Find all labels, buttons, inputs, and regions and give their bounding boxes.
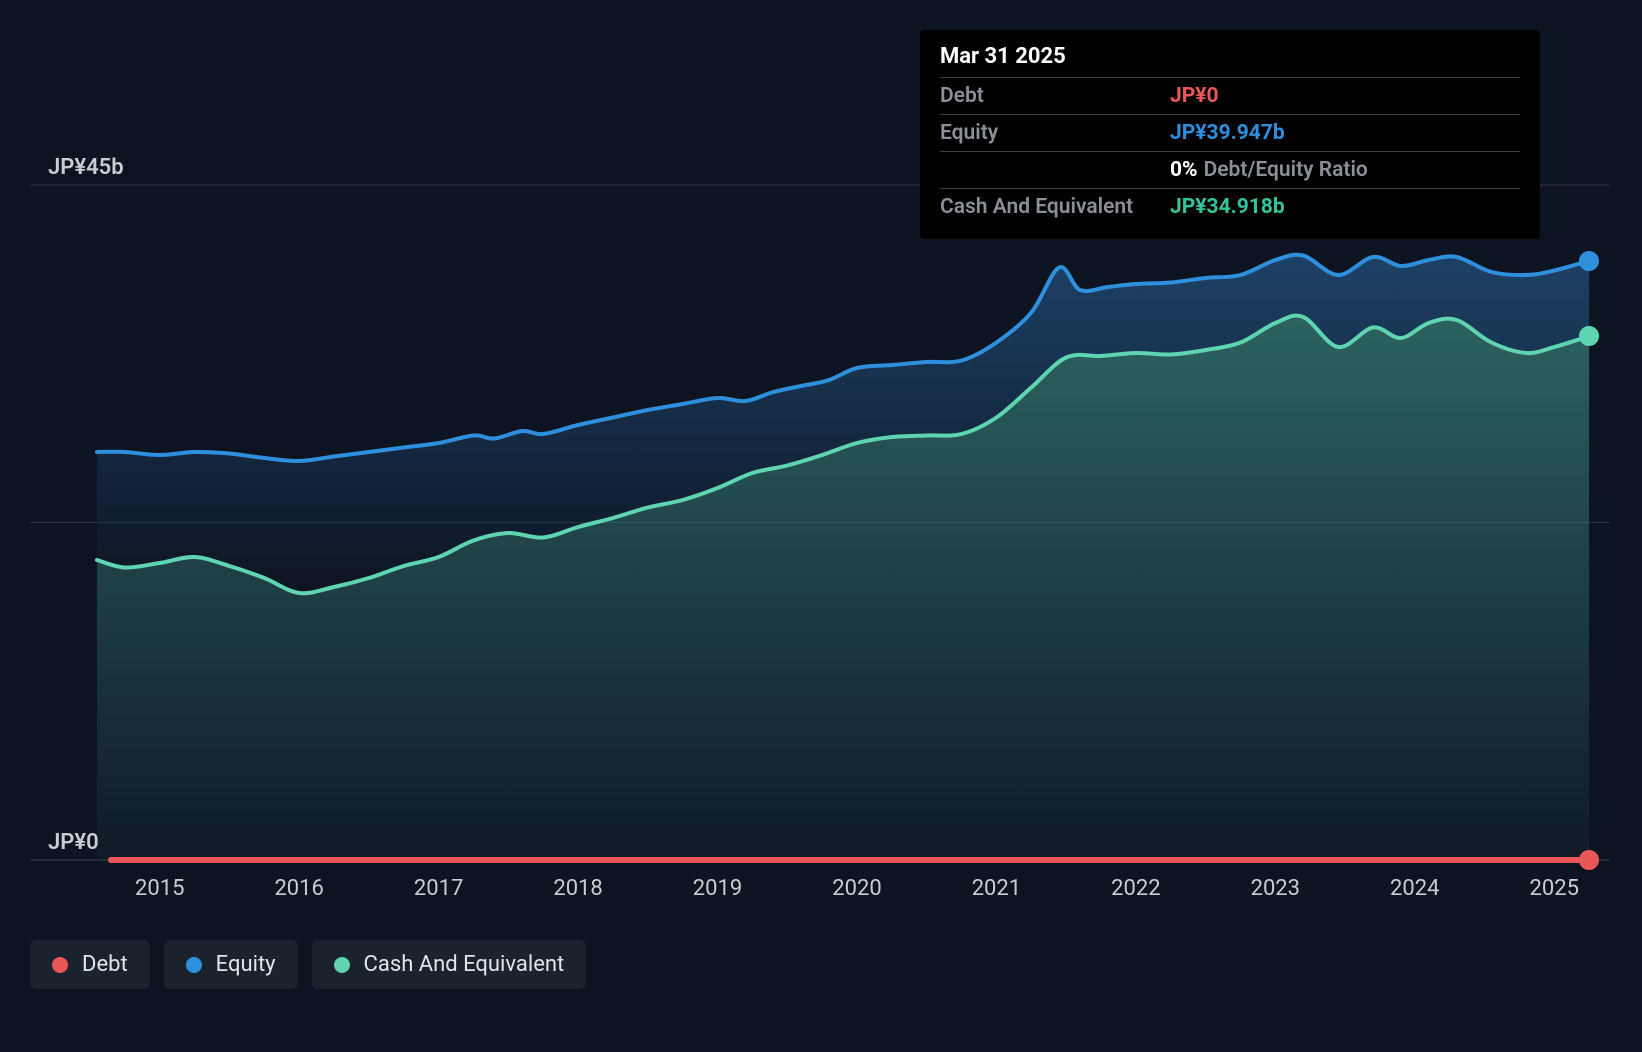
tooltip-row: Cash And EquivalentJP¥34.918b	[940, 188, 1520, 225]
x-axis-label: 2023	[1251, 876, 1300, 901]
legend-item[interactable]: Cash And Equivalent	[312, 940, 587, 989]
tooltip-row-value: JP¥0	[1170, 84, 1219, 108]
chart-legend: Debt Equity Cash And Equivalent	[30, 940, 586, 989]
tooltip-row-value: JP¥39.947b	[1170, 121, 1285, 145]
legend-item-label: Equity	[216, 952, 276, 977]
legend-item-label: Cash And Equivalent	[364, 952, 565, 977]
x-axis-label: 2021	[972, 876, 1021, 901]
tooltip-row: DebtJP¥0	[940, 77, 1520, 114]
x-axis-label: 2018	[553, 876, 602, 901]
x-axis-label: 2020	[832, 876, 881, 901]
tooltip-row-label: Debt	[940, 84, 1170, 108]
x-axis-label: 2017	[414, 876, 463, 901]
x-axis-label: 2025	[1529, 876, 1578, 901]
tooltip-row-value: 0%	[1170, 158, 1198, 182]
tooltip-date: Mar 31 2025	[940, 44, 1520, 77]
legend-dot-icon	[186, 957, 202, 973]
x-axis-label: 2019	[693, 876, 742, 901]
tooltip-row-label: Cash And Equivalent	[940, 195, 1170, 219]
x-axis-label: 2022	[1111, 876, 1160, 901]
legend-item-label: Debt	[82, 952, 128, 977]
series-end-marker	[1579, 251, 1599, 271]
x-axis-label: 2016	[274, 876, 323, 901]
legend-item[interactable]: Debt	[30, 940, 150, 989]
y-axis-label: JP¥45b	[48, 155, 124, 180]
y-axis-label: JP¥0	[48, 830, 99, 855]
tooltip-row-extra: Debt/Equity Ratio	[1204, 158, 1368, 182]
x-axis-label: 2015	[135, 876, 184, 901]
tooltip-rows: DebtJP¥0EquityJP¥39.947b0%Debt/Equity Ra…	[940, 77, 1520, 225]
legend-dot-icon	[52, 957, 68, 973]
tooltip-row-value: JP¥34.918b	[1170, 195, 1285, 219]
tooltip-row: 0%Debt/Equity Ratio	[940, 151, 1520, 188]
tooltip-row-label	[940, 158, 1170, 182]
tooltip-row: EquityJP¥39.947b	[940, 114, 1520, 151]
chart-tooltip: Mar 31 2025 DebtJP¥0EquityJP¥39.947b0%De…	[920, 30, 1540, 239]
series-end-marker	[1579, 326, 1599, 346]
tooltip-row-label: Equity	[940, 121, 1170, 145]
series-end-marker	[1579, 850, 1599, 870]
legend-dot-icon	[334, 957, 350, 973]
legend-item[interactable]: Equity	[164, 940, 298, 989]
chart-container: JP¥45b JP¥0 2015 2016 2017 2018 2019 2020 2021 20…	[0, 0, 1642, 1052]
x-axis-label: 2024	[1390, 876, 1439, 901]
